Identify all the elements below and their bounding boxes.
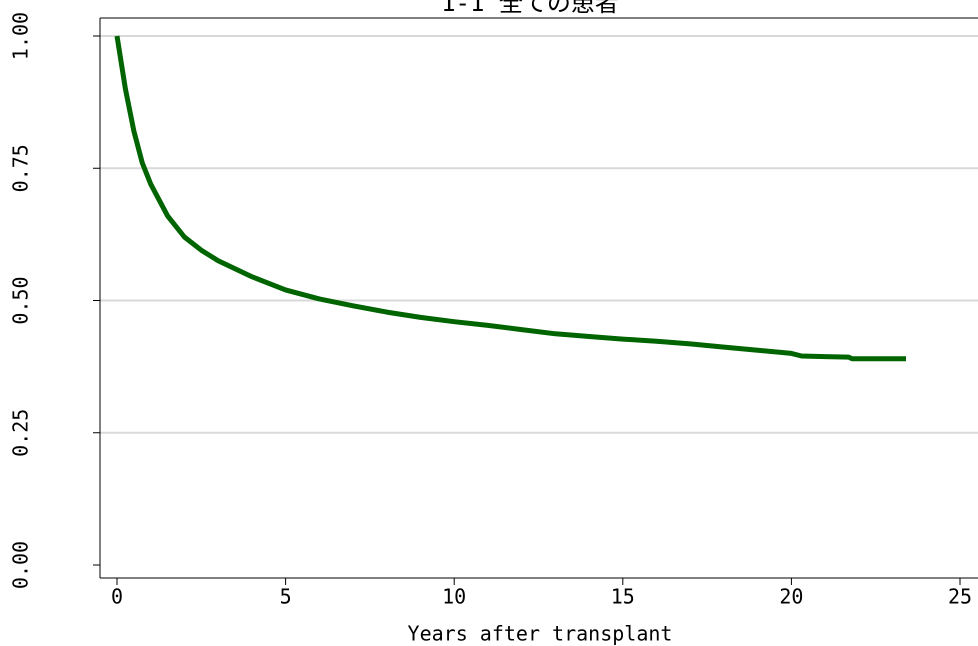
- y-tick-label: 1.00: [9, 12, 33, 60]
- y-tick-label: 0.50: [9, 276, 33, 324]
- x-tick-label: 10: [442, 585, 466, 609]
- y-tick-label: 0.75: [9, 144, 33, 192]
- x-tick-label: 0: [111, 585, 123, 609]
- chart-title: 1-1 全ての患者: [441, 0, 619, 17]
- x-tick-label: 5: [280, 585, 292, 609]
- x-tick-label: 15: [611, 585, 635, 609]
- y-tick-label: 0.25: [9, 409, 33, 457]
- x-tick-label: 25: [948, 585, 972, 609]
- x-axis-label: Years after transplant: [408, 622, 673, 646]
- x-tick-label: 20: [779, 585, 803, 609]
- y-tick-label: 0.00: [9, 541, 33, 589]
- survival-line: [114, 35, 906, 362]
